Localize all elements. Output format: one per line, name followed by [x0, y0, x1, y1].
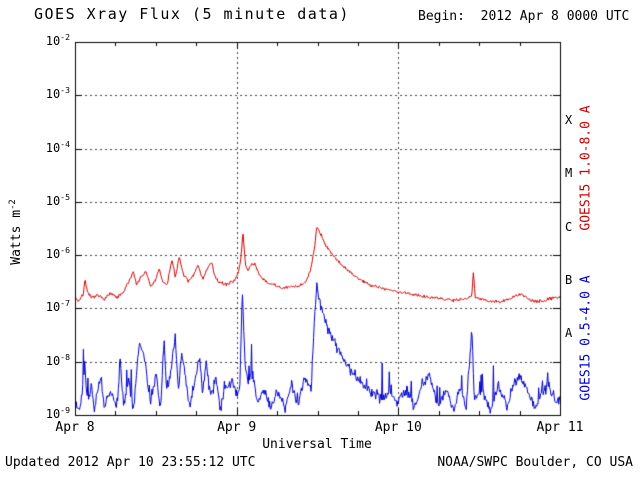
y-tick-label: 10-2	[45, 32, 70, 48]
series-label-short-wavelength: GOES15 0.5-4.0 A	[578, 275, 594, 401]
x-tick-label: Apr 10	[374, 420, 422, 435]
y-tick-label: 10-5	[45, 191, 70, 208]
credit-label: NOAA/SWPC Boulder, CO USA	[437, 455, 633, 470]
flare-class-label: X	[565, 112, 573, 127]
y-tick-label: 10-8	[45, 351, 70, 368]
y-tick-label: 10-7	[45, 298, 70, 315]
x-tick-label: Apr 11	[536, 420, 584, 435]
updated-timestamp: Updated 2012 Apr 10 23:55:12 UTC	[5, 455, 256, 470]
begin-timestamp: Begin: 2012 Apr 8 0000 UTC	[418, 9, 630, 24]
y-axis-label: Watts m-2	[7, 199, 25, 265]
series-label-long-wavelength: GOES15 1.0-8.0 A	[578, 105, 594, 231]
y-tick-label: 10-3	[45, 85, 70, 102]
x-tick-label: Apr 9	[217, 420, 257, 435]
x-axis-label: Universal Time	[262, 437, 372, 452]
chart-title: GOES Xray Flux (5 minute data)	[34, 5, 350, 23]
flare-class-label: M	[565, 166, 573, 181]
x-tick-label: Apr 8	[55, 420, 95, 435]
flare-class-label: A	[565, 326, 573, 341]
y-tick-label: 10-9	[45, 405, 70, 421]
y-tick-label: 10-4	[45, 138, 70, 155]
flare-class-label: B	[565, 272, 573, 287]
y-tick-label: 10-6	[45, 245, 70, 262]
flare-class-label: C	[565, 219, 573, 234]
